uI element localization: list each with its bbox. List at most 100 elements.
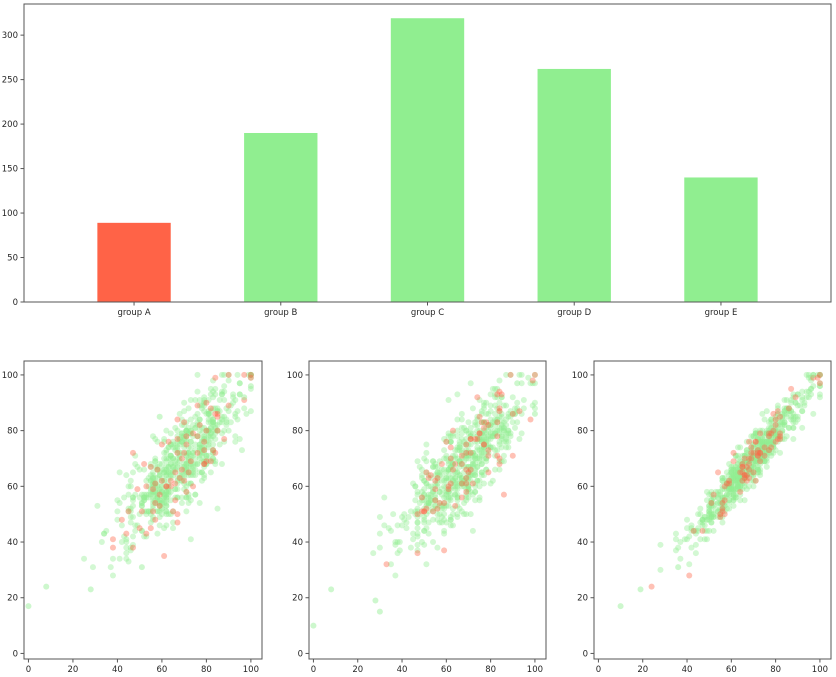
point-other [737,469,744,476]
point-other [790,424,797,431]
point-other [192,424,199,431]
point-other [697,511,704,518]
point-other [183,419,190,426]
point-other [514,419,521,426]
point-other [774,402,781,409]
point-other [132,461,139,468]
point-other [730,474,737,481]
point-other [196,444,203,451]
point-other [730,474,737,481]
point-highlighted [143,530,150,537]
point-other [187,427,194,434]
point-other [737,458,744,465]
point-other [810,383,817,390]
point-other [730,463,737,470]
point-other [461,469,468,476]
point-other [147,477,154,484]
point-other [447,516,454,523]
point-other [438,477,445,484]
point-other [447,474,454,481]
point-other [150,480,157,487]
point-other [203,461,210,468]
point-other [737,466,744,473]
point-other [463,427,470,434]
point-other [214,405,221,412]
point-other [765,419,772,426]
point-other [223,422,230,429]
point-other [181,461,188,468]
point-highlighted [138,508,145,515]
point-other [723,477,730,484]
point-other [478,435,485,442]
point-other [138,491,145,498]
point-other [478,461,485,468]
point-other [768,438,775,445]
point-other [121,494,128,501]
point-other [187,452,194,459]
point-other [757,438,764,445]
point-other [101,530,108,537]
point-other [136,511,143,518]
point-other [430,488,437,495]
point-other [483,441,490,448]
point-other [723,480,730,487]
point-highlighted [494,433,501,440]
point-other [474,477,481,484]
point-highlighted [774,435,781,442]
point-other [715,508,722,515]
point-other [187,472,194,479]
point-other [500,458,507,465]
point-other [150,513,157,520]
point-other [132,452,139,459]
point-other [750,455,757,462]
point-highlighted [509,410,516,417]
point-highlighted [739,461,746,468]
point-highlighted [414,550,421,557]
point-other [757,458,764,465]
point-other [430,539,437,546]
point-other [799,408,806,415]
point-other [172,461,179,468]
point-highlighted [467,449,474,456]
point-other [763,438,770,445]
point-other [156,472,163,479]
point-other [463,480,470,487]
point-other [449,452,456,459]
point-other [178,449,185,456]
point-other [163,508,170,515]
point-other [465,486,472,493]
point-highlighted [686,572,693,579]
point-highlighted [770,410,777,417]
point-other [412,483,419,490]
point-other [816,383,823,390]
point-other [427,474,434,481]
point-other [418,466,425,473]
point-other [434,474,441,481]
point-other [788,399,795,406]
point-other [728,480,735,487]
point-other [183,452,190,459]
point-highlighted [478,419,485,426]
point-other [772,413,779,420]
point-other [138,500,145,507]
point-other [752,461,759,468]
point-other [201,447,208,454]
point-highlighted [174,519,181,526]
point-highlighted [432,477,439,484]
point-highlighted [730,458,737,465]
point-other [732,469,739,476]
point-other [183,449,190,456]
point-other [172,494,179,501]
point-other [461,483,468,490]
point-other [236,380,243,387]
point-other [492,385,499,392]
point-other [710,502,717,509]
point-other [728,477,735,484]
point-other [399,513,406,520]
point-other [421,527,428,534]
point-other [225,408,232,415]
point-other [509,419,516,426]
point-other [443,494,450,501]
point-other [721,494,728,501]
x-tick-label: 0 [311,665,316,675]
